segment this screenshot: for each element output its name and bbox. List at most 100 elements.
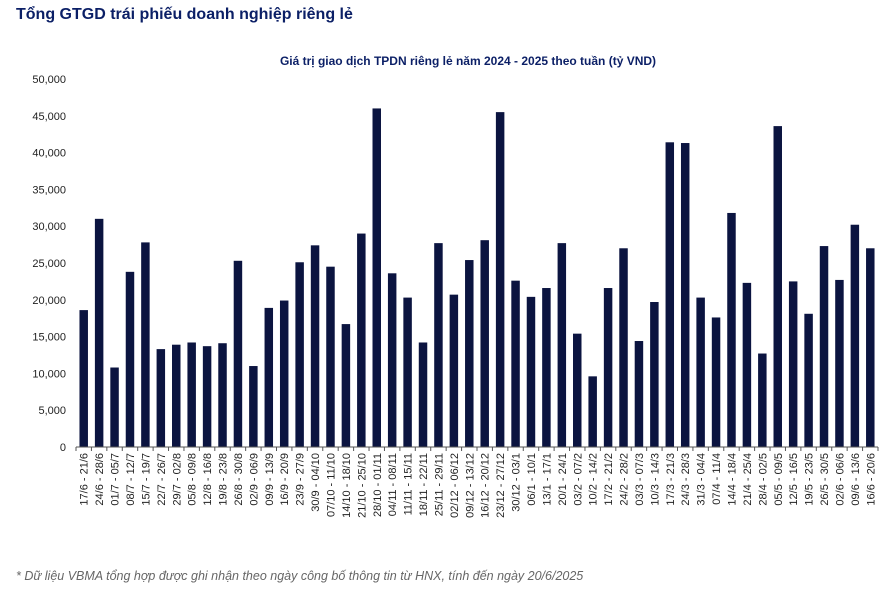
x-tick-label: 09/6 - 13/6 [850,453,862,506]
report-title: Tổng GTGD trái phiếu doanh nghiệp riêng … [16,6,353,23]
bar [696,297,705,447]
bar [603,288,613,447]
bar [680,143,690,448]
x-tick-label: 22/7 - 26/7 [156,453,168,506]
bar [526,296,536,447]
bar [310,245,320,447]
x-tick-label: 25/11 - 29/11 [433,453,445,516]
bar [125,271,135,447]
x-tick-label: 24/6 - 28/6 [94,453,106,506]
x-tick-label: 08/7 - 12/7 [125,453,137,506]
bar [202,346,212,447]
bar [264,307,274,447]
x-tick-label: 03/3 - 07/3 [634,453,646,506]
x-tick-label: 20/1 - 24/1 [557,453,569,506]
bar [372,108,381,447]
x-tick-label: 12/8 - 16/8 [202,453,214,506]
bar [156,349,166,447]
bar [619,248,628,447]
x-tick-label: 10/3 - 14/3 [649,453,661,506]
chart-title: Giá trị giao dịch TPDN riêng lẻ năm 2024… [280,54,656,68]
bar [758,353,767,447]
bar [665,142,675,447]
bar [218,343,227,447]
x-tick-label: 26/8 - 30/8 [233,453,245,506]
x-tick-label: 09/9 - 13/9 [264,453,276,506]
bars-group [79,108,875,448]
x-tick-label: 07/4 - 11/4 [711,453,723,505]
y-tick-label: 25,000 [32,258,66,270]
bar [727,212,736,447]
bar [141,242,150,447]
bar [650,302,659,447]
x-tick-label: 21/10 - 25/10 [356,453,368,518]
bar [418,342,428,447]
y-axis: 0 5,000 10,000 15,000 20,000 25,000 30,000 35,0… [32,74,66,454]
x-tick-label: 30/9 - 04/10 [310,453,322,512]
bar [387,273,397,447]
x-tick-label: 17/2 - 21/2 [603,453,615,506]
bar [465,260,474,447]
x-tick-label: 02/6 - 06/6 [834,453,846,506]
x-tick-label: 24/2 - 28/2 [619,453,631,506]
bar [542,288,551,447]
x-tick-label: 17/6 - 21/6 [79,453,91,506]
bar [449,294,459,447]
x-tick-label: 13/1 - 17/1 [541,453,553,506]
x-tick-label: 19/8 - 23/8 [218,453,230,506]
y-tick-label: 50,000 [32,74,66,86]
x-tick-label: 02/9 - 06/9 [248,453,260,506]
bar [573,333,582,447]
x-tick-label: 16/9 - 20/9 [279,453,291,506]
y-tick-label: 15,000 [32,332,66,344]
bar [711,317,721,447]
y-tick-label: 45,000 [32,111,66,123]
y-tick-label: 40,000 [32,148,66,160]
bar [804,313,813,447]
x-tick-label: 14/10 - 18/10 [341,453,353,518]
x-tick-label: 01/7 - 05/7 [110,453,122,506]
y-tick-label: 35,000 [32,184,66,196]
x-tick-label: 16/12 - 20/12 [480,453,492,518]
x-axis: 17/6 - 21/6 24/6 - 28/6 01/7 - 05/7 08/7 - … [75,446,879,518]
x-tick-label: 05/5 - 09/5 [773,453,785,506]
x-tick-label: 30/12 - 03/1 [511,453,523,512]
x-tick-label: 26/5 - 30/5 [819,453,831,506]
x-tick-label: 29/7 - 02/8 [171,453,183,506]
bar [79,310,88,447]
bar [434,243,443,447]
bar [788,281,798,447]
footnote: * Dữ liệu VBMA tổng hợp được ghi nhận th… [16,569,584,583]
x-tick-label: 10/2 - 14/2 [588,453,600,506]
y-tick-label: 0 [60,442,66,454]
bar [187,342,196,447]
bar [110,367,119,447]
bar [742,282,752,447]
bar [341,324,351,447]
bar [835,279,844,447]
bar [357,233,366,447]
bar [480,240,489,447]
bar [295,262,304,447]
bar [634,341,644,447]
x-tick-label: 23/9 - 27/9 [295,453,307,506]
bar [819,246,829,447]
x-tick-label: 02/12 - 06/12 [449,453,461,518]
y-tick-label: 10,000 [32,368,66,380]
bar [495,112,505,448]
x-tick-label: 31/3 - 04/4 [696,453,708,506]
x-tick-label: 06/1 - 10/1 [526,453,538,506]
bar [249,366,258,447]
bar [233,260,243,447]
bar [326,266,335,447]
x-tick-label: 28/10 - 01/11 [372,453,384,517]
bar [279,300,289,447]
x-tick-label: 04/11 - 08/11 [387,453,399,516]
bar [866,248,875,447]
x-tick-label: 17/3 - 21/3 [665,453,677,506]
y-tick-label: 20,000 [32,295,66,307]
x-tick-label: 28/4 - 02/5 [757,453,769,506]
bar [557,243,567,447]
x-tick-label: 05/8 - 09/8 [187,453,199,506]
y-tick-label: 30,000 [32,221,66,233]
